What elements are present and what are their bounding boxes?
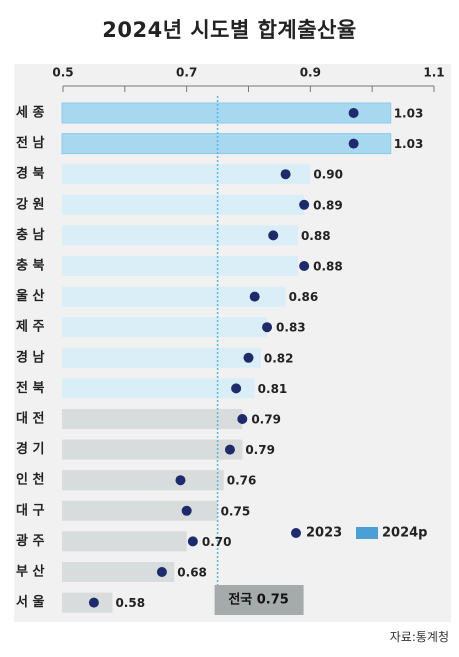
bar (62, 500, 218, 521)
value-label: 0.58 (115, 596, 145, 610)
value-label: 0.79 (245, 443, 275, 457)
category-label: 전 북 (16, 380, 44, 396)
bar (62, 592, 113, 613)
value-label: 0.75 (221, 504, 251, 518)
dot-2023 (237, 414, 248, 424)
bar (62, 286, 286, 307)
dot-2023 (268, 230, 279, 241)
dot-2023 (88, 597, 99, 608)
value-label: 1.03 (394, 107, 424, 121)
legend-swatch-2024p (356, 527, 378, 539)
dot-2023 (181, 505, 192, 516)
dot-2023 (262, 322, 273, 333)
category-label: 전 남 (16, 135, 44, 151)
bar (62, 531, 187, 552)
dot-2023 (348, 138, 359, 149)
category-label: 울 산 (16, 288, 44, 304)
x-tick-label: 0.7 (176, 66, 197, 80)
dot-2023 (348, 108, 359, 118)
bar (62, 164, 311, 185)
value-label: 0.83 (276, 321, 306, 335)
bar (62, 194, 305, 215)
legend-dot-2023 (291, 528, 301, 538)
dot-2023 (231, 383, 242, 394)
dot-2023 (299, 199, 310, 210)
bar (62, 409, 243, 429)
legend-label-2023: 2023 (306, 526, 342, 541)
chart-panel (14, 64, 451, 622)
value-label: 0.88 (313, 260, 343, 274)
dot-2023 (299, 261, 310, 271)
category-label: 부 산 (16, 564, 44, 580)
dot-2023 (187, 536, 198, 547)
x-tick-label: 0.5 (52, 66, 73, 80)
category-label: 충 북 (16, 258, 44, 274)
bar (61, 102, 392, 124)
value-label: 0.68 (177, 566, 207, 580)
value-label: 0.90 (313, 168, 343, 182)
dot-2023 (156, 567, 167, 577)
category-label: 대 구 (16, 503, 44, 518)
bar (62, 225, 298, 246)
bar (62, 317, 268, 338)
category-label: 강 원 (16, 196, 44, 212)
chart-title: 2024년 시도별 합계출산율 (102, 18, 357, 42)
category-label: 세 종 (16, 106, 44, 121)
dot-2023 (280, 169, 291, 180)
legend-label-2024p: 2024p (382, 526, 428, 541)
dot-2023 (243, 352, 254, 363)
bar (62, 347, 261, 368)
bar (62, 439, 243, 460)
bar (62, 378, 255, 399)
category-label: 제 주 (16, 320, 44, 335)
x-tick-label: 0.9 (300, 66, 321, 80)
national-reference-box (214, 585, 304, 615)
value-label: 0.88 (301, 229, 331, 243)
national-reference-label: 전국 0.75 (228, 592, 289, 608)
value-label: 0.70 (202, 535, 232, 549)
bar (62, 470, 224, 491)
bar (62, 256, 298, 276)
value-label: 0.76 (227, 474, 257, 488)
category-label: 경 기 (16, 441, 44, 457)
category-label: 경 북 (16, 166, 44, 182)
category-label: 대 전 (16, 411, 44, 427)
bar (62, 562, 175, 582)
category-label: 서 울 (16, 594, 44, 610)
value-label: 0.79 (251, 413, 281, 427)
dot-2023 (224, 444, 235, 455)
dot-2023 (175, 475, 186, 486)
dot-2023 (249, 291, 260, 302)
category-label: 인 천 (16, 472, 44, 488)
category-label: 경 남 (16, 349, 44, 365)
source-note: 자료:통계청 (389, 630, 449, 644)
value-label: 1.03 (394, 137, 424, 151)
value-label: 0.81 (258, 382, 288, 396)
category-label: 충 남 (16, 227, 44, 243)
value-label: 0.82 (264, 351, 294, 365)
category-label: 광 주 (16, 534, 44, 549)
bar (61, 133, 392, 155)
x-tick-label: 1.1 (423, 66, 444, 80)
value-label: 0.89 (313, 198, 343, 212)
value-label: 0.86 (289, 290, 319, 304)
